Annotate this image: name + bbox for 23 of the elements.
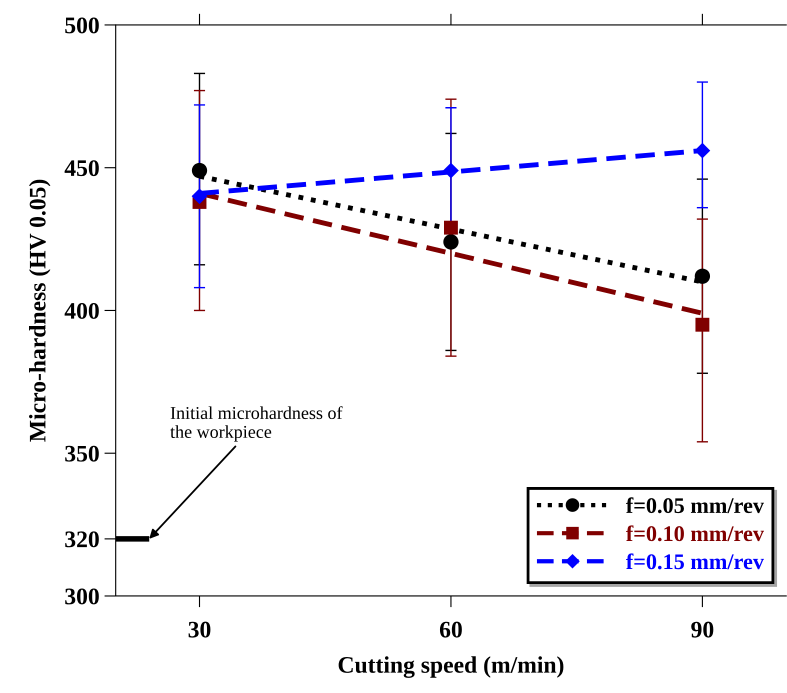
y-tick-label: 350: [65, 446, 99, 462]
x-tick-label: 90: [691, 622, 714, 638]
legend-label: f=0.15 mm/rev: [626, 553, 764, 570]
point: [694, 268, 710, 284]
point: [695, 318, 710, 332]
legend-label: f=0.10 mm/rev: [626, 525, 764, 542]
point: [444, 220, 458, 235]
annotation: Initial microhardness of the workpiece: [170, 406, 343, 442]
y-axis-title: Micro-hardness (HV 0.05): [29, 180, 50, 442]
point: [192, 188, 208, 204]
legend-label: f=0.05 mm/rev: [626, 497, 764, 514]
y-tick-label: 300: [65, 588, 99, 604]
point: [443, 162, 459, 178]
point: [192, 162, 208, 178]
y-tick-label: 400: [64, 302, 99, 319]
x-tick-label: 60: [440, 622, 462, 638]
point: [694, 142, 710, 158]
x-axis-title: Cutting speed (m/min): [338, 656, 564, 678]
x-tick-label: 30: [188, 622, 210, 638]
point: [443, 234, 459, 250]
y-tick-label: 450: [64, 160, 99, 176]
y-tick-label: 320: [65, 531, 99, 548]
y-tick-label: 500: [65, 17, 99, 34]
